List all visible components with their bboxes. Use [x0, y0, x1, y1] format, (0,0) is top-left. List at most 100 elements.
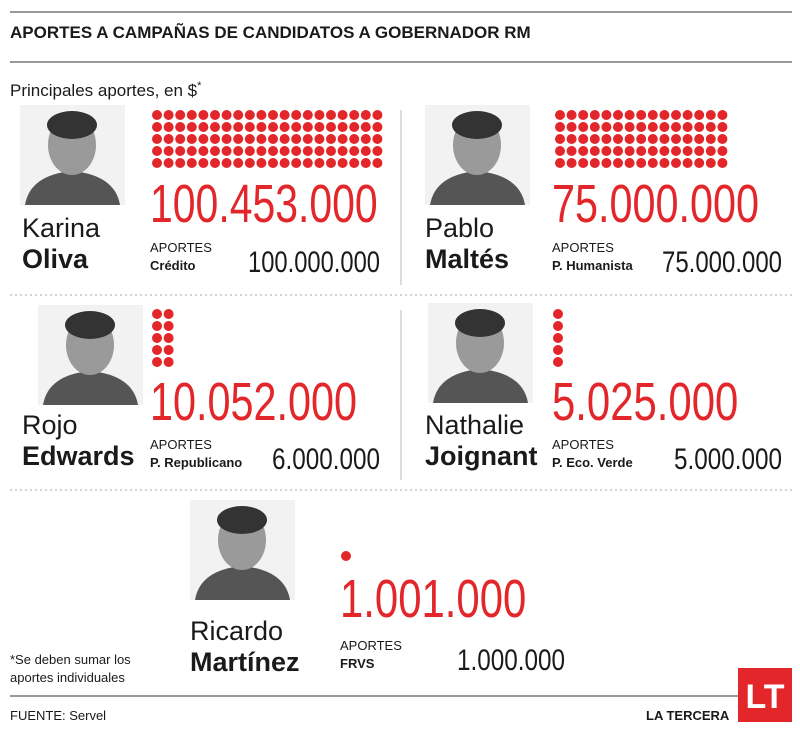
amount-dot	[578, 122, 589, 132]
source: FRVS	[340, 656, 375, 671]
amount-dot	[717, 110, 728, 120]
amount-dot	[671, 110, 681, 120]
amount-dot	[553, 333, 563, 343]
last-name: Oliva	[22, 244, 89, 274]
amount-dot	[613, 134, 623, 144]
portrait-body	[195, 566, 290, 600]
amount-dot	[210, 110, 220, 120]
main-amount: 75.000.000	[662, 246, 782, 279]
amount-dot	[705, 146, 716, 156]
amount-dot	[244, 110, 255, 120]
amount-dot	[210, 134, 220, 144]
amount-dot	[314, 134, 325, 144]
amount-dot	[152, 158, 162, 168]
amount-dot	[705, 122, 716, 132]
amount-dot	[589, 158, 600, 168]
amount-dot	[279, 122, 290, 132]
amount-dot	[198, 134, 209, 144]
amount-dot	[349, 134, 360, 144]
footnote: *Se deben sumar los	[10, 652, 131, 667]
amount-dot	[302, 122, 313, 132]
amount-dot	[326, 122, 336, 132]
amount-dot	[601, 134, 612, 144]
amount-dot	[256, 110, 267, 120]
source: P. Humanista	[552, 258, 633, 273]
amount-dot	[671, 134, 681, 144]
amount-dot	[337, 146, 348, 156]
amount-dot	[314, 110, 325, 120]
amount-dot	[647, 134, 658, 144]
amount-dot	[613, 110, 623, 120]
portrait-hair	[217, 506, 267, 534]
last-name: Edwards	[22, 441, 135, 471]
amount-dot	[555, 122, 565, 132]
total-amount: 5.025.000	[552, 372, 738, 432]
portrait-hair	[452, 111, 502, 139]
amount-dot	[291, 146, 302, 156]
amount-dot	[221, 134, 232, 144]
amount-dot	[152, 321, 162, 331]
amount-dot	[624, 122, 635, 132]
amount-dot	[659, 146, 670, 156]
first-name: Nathalie	[425, 410, 524, 440]
amount-dot	[233, 134, 244, 144]
amount-dot	[163, 110, 174, 120]
logo: LT	[745, 678, 784, 716]
source: Crédito	[150, 258, 196, 273]
amount-dot	[682, 122, 693, 132]
amount-dot	[372, 146, 383, 156]
amount-dot	[233, 122, 244, 132]
amount-dot	[291, 122, 302, 132]
amount-dot	[337, 122, 348, 132]
amount-dot	[636, 158, 647, 168]
amount-dot	[221, 146, 232, 156]
portrait-hair	[455, 309, 505, 337]
aportes-label: APORTES	[150, 437, 212, 452]
amount-dot	[175, 134, 186, 144]
amount-dot	[175, 158, 186, 168]
amount-dot	[152, 134, 162, 144]
amount-dot	[566, 158, 577, 168]
amount-dot	[291, 110, 302, 120]
amount-dot	[647, 158, 658, 168]
amount-dot	[372, 134, 383, 144]
amount-dot	[268, 110, 278, 120]
amount-dot	[624, 146, 635, 156]
first-name: Pablo	[425, 213, 494, 243]
amount-dot	[152, 333, 162, 343]
amount-dot	[302, 146, 313, 156]
amount-dot	[694, 122, 705, 132]
amount-dot	[636, 110, 647, 120]
amount-dot	[186, 134, 197, 144]
main-amount: 5.000.000	[674, 443, 782, 476]
amount-dot	[624, 158, 635, 168]
amount-dot	[682, 146, 693, 156]
amount-dot	[152, 110, 162, 120]
footer-source: FUENTE: Servel	[10, 708, 106, 723]
amount-dot	[659, 134, 670, 144]
amount-dot	[186, 122, 197, 132]
amount-dot	[210, 122, 220, 132]
last-name: Martínez	[190, 647, 300, 677]
amount-dot	[302, 158, 313, 168]
amount-dot	[314, 122, 325, 132]
subtitle-mark: *	[197, 80, 202, 92]
amount-dot	[553, 345, 563, 355]
amount-dot	[210, 146, 220, 156]
amount-dot	[268, 146, 278, 156]
amount-dot	[291, 158, 302, 168]
amount-dot	[717, 134, 728, 144]
amount-dot	[198, 146, 209, 156]
amount-dot	[349, 146, 360, 156]
amount-dot	[291, 134, 302, 144]
amount-dot	[152, 122, 162, 132]
amount-dot	[341, 551, 351, 561]
portrait-body	[433, 369, 528, 403]
amount-dot	[152, 146, 162, 156]
amount-dot	[601, 110, 612, 120]
amount-dot	[302, 110, 313, 120]
amount-dot	[244, 158, 255, 168]
amount-dot	[221, 122, 232, 132]
amount-dot	[337, 134, 348, 144]
